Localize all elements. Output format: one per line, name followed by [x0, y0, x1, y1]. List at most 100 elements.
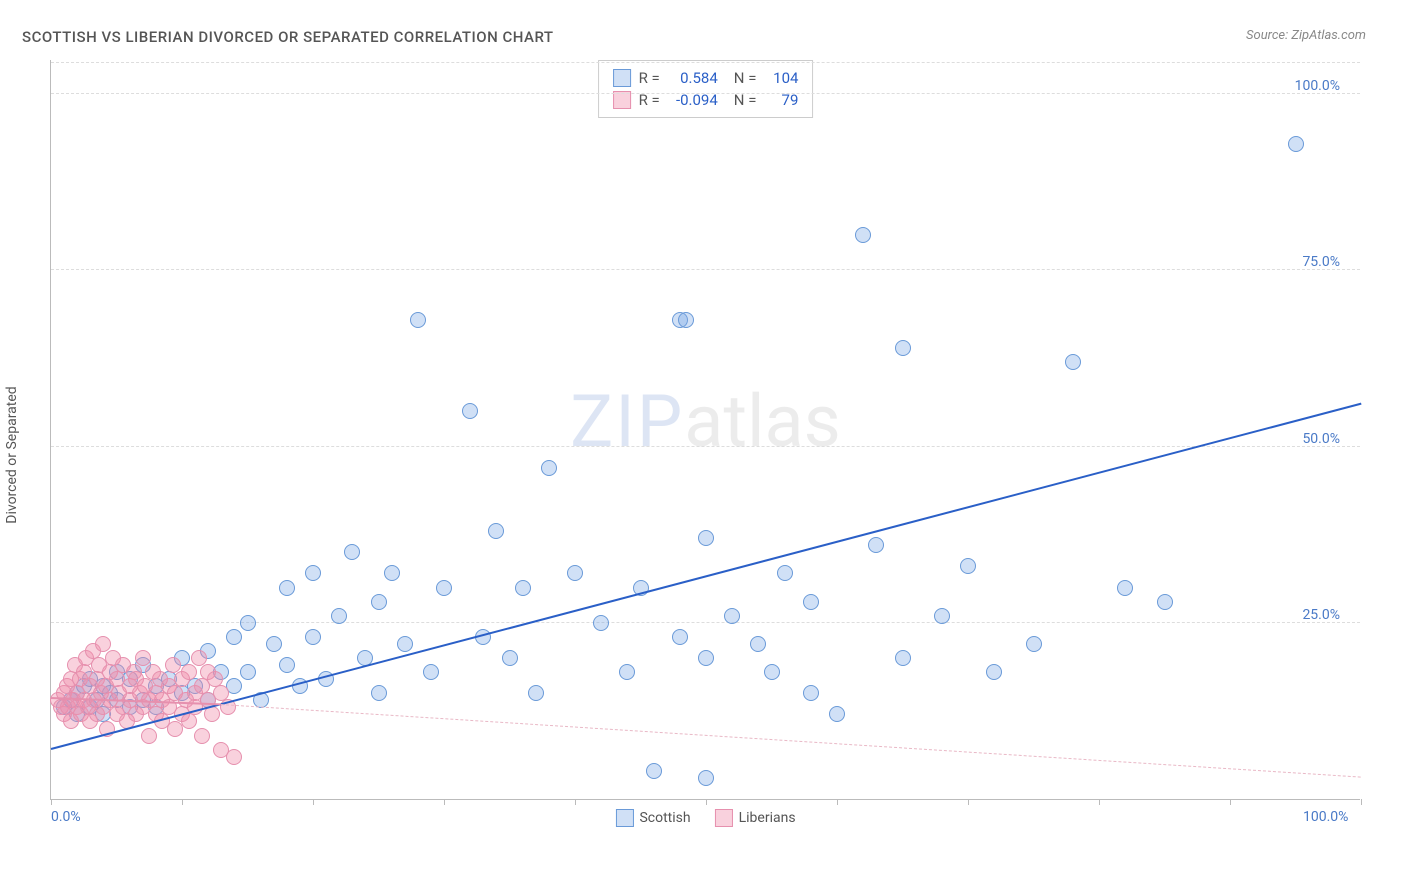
- data-point-scottish: [331, 608, 347, 624]
- watermark-light: atlas: [684, 379, 841, 464]
- n-label: N =: [734, 69, 757, 87]
- data-point-scottish: [384, 565, 400, 581]
- x-tick-label: 0.0%: [51, 809, 81, 825]
- legend-item: Liberians: [715, 809, 796, 827]
- y-tick-label: 50.0%: [1302, 431, 1340, 447]
- data-point-scottish: [266, 636, 282, 652]
- data-point-scottish: [305, 565, 321, 581]
- data-point-scottish: [240, 615, 256, 631]
- data-point-scottish: [305, 629, 321, 645]
- data-point-liberians: [181, 664, 197, 680]
- source-credit: Source: ZipAtlas.com: [1246, 28, 1366, 43]
- data-point-scottish: [986, 664, 1002, 680]
- data-point-scottish: [226, 629, 242, 645]
- data-point-scottish: [855, 227, 871, 243]
- x-tick-label: 100.0%: [1303, 809, 1348, 825]
- x-tick: [313, 799, 314, 805]
- legend-swatch: [613, 69, 631, 87]
- data-point-scottish: [829, 706, 845, 722]
- x-tick: [968, 799, 969, 805]
- data-point-scottish: [777, 565, 793, 581]
- y-tick-label: 25.0%: [1302, 607, 1340, 623]
- data-point-scottish: [515, 580, 531, 596]
- data-point-scottish: [698, 770, 714, 786]
- gridline: [51, 446, 1360, 447]
- data-point-scottish: [698, 530, 714, 546]
- x-tick: [182, 799, 183, 805]
- stats-box: R =0.584N =104R =-0.094N =79: [598, 60, 814, 118]
- legend-swatch: [615, 809, 633, 827]
- data-point-scottish: [724, 608, 740, 624]
- data-point-scottish: [764, 664, 780, 680]
- data-point-scottish: [593, 615, 609, 631]
- legend-label: Liberians: [739, 810, 796, 826]
- data-point-scottish: [646, 763, 662, 779]
- data-point-scottish: [344, 544, 360, 560]
- r-value: 0.584: [668, 69, 718, 87]
- data-point-scottish: [1157, 594, 1173, 610]
- data-point-scottish: [397, 636, 413, 652]
- gridline: [51, 269, 1360, 270]
- data-point-scottish: [803, 685, 819, 701]
- x-tick: [1230, 799, 1231, 805]
- trend-line: [51, 402, 1362, 749]
- data-point-scottish: [895, 340, 911, 356]
- legend-bottom: Scottish Liberians: [615, 809, 795, 827]
- data-point-scottish: [279, 657, 295, 673]
- x-tick: [51, 799, 52, 805]
- watermark: ZIPatlas: [570, 379, 841, 464]
- data-point-scottish: [1065, 354, 1081, 370]
- data-point-scottish: [895, 650, 911, 666]
- n-value: 104: [764, 69, 798, 87]
- x-tick: [1099, 799, 1100, 805]
- data-point-liberians: [135, 650, 151, 666]
- chart-title: SCOTTISH VS LIBERIAN DIVORCED OR SEPARAT…: [22, 28, 554, 46]
- data-point-scottish: [567, 565, 583, 581]
- x-tick: [575, 799, 576, 805]
- y-axis-label: Divorced or Separated: [4, 386, 20, 523]
- r-label: R =: [639, 69, 660, 87]
- data-point-liberians: [226, 749, 242, 765]
- data-point-scottish: [934, 608, 950, 624]
- data-point-scottish: [619, 664, 635, 680]
- y-tick-label: 75.0%: [1302, 254, 1340, 270]
- data-point-scottish: [698, 650, 714, 666]
- data-point-scottish: [488, 523, 504, 539]
- data-point-scottish: [502, 650, 518, 666]
- legend-label: Scottish: [639, 810, 690, 826]
- data-point-scottish: [750, 636, 766, 652]
- data-point-scottish: [1288, 136, 1304, 152]
- data-point-scottish: [410, 312, 426, 328]
- x-tick: [444, 799, 445, 805]
- data-point-scottish: [528, 685, 544, 701]
- data-point-scottish: [423, 664, 439, 680]
- data-point-scottish: [803, 594, 819, 610]
- data-point-scottish: [240, 664, 256, 680]
- watermark-strong: ZIP: [570, 379, 684, 464]
- data-point-scottish: [1026, 636, 1042, 652]
- data-point-scottish: [541, 460, 557, 476]
- x-tick: [706, 799, 707, 805]
- data-point-scottish: [436, 580, 452, 596]
- data-point-scottish: [462, 403, 478, 419]
- data-point-scottish: [960, 558, 976, 574]
- chart-container: Divorced or Separated ZIPatlas R =0.584N…: [22, 60, 1382, 850]
- data-point-liberians: [181, 713, 197, 729]
- plot-area: ZIPatlas R =0.584N =104R =-0.094N =79 Sc…: [50, 60, 1360, 800]
- data-point-liberians: [141, 728, 157, 744]
- legend-item: Scottish: [615, 809, 690, 827]
- x-tick: [837, 799, 838, 805]
- data-point-scottish: [678, 312, 694, 328]
- data-point-liberians: [194, 728, 210, 744]
- trend-line: [221, 704, 1361, 778]
- legend-swatch: [715, 809, 733, 827]
- x-tick: [1361, 799, 1362, 805]
- data-point-scottish: [672, 629, 688, 645]
- stats-row: R = 0.584 N = 104: [613, 67, 799, 89]
- data-point-scottish: [868, 537, 884, 553]
- data-point-scottish: [1117, 580, 1133, 596]
- data-point-scottish: [279, 580, 295, 596]
- y-tick-label: 100.0%: [1295, 78, 1340, 94]
- gridline: [51, 62, 1360, 63]
- data-point-scottish: [371, 594, 387, 610]
